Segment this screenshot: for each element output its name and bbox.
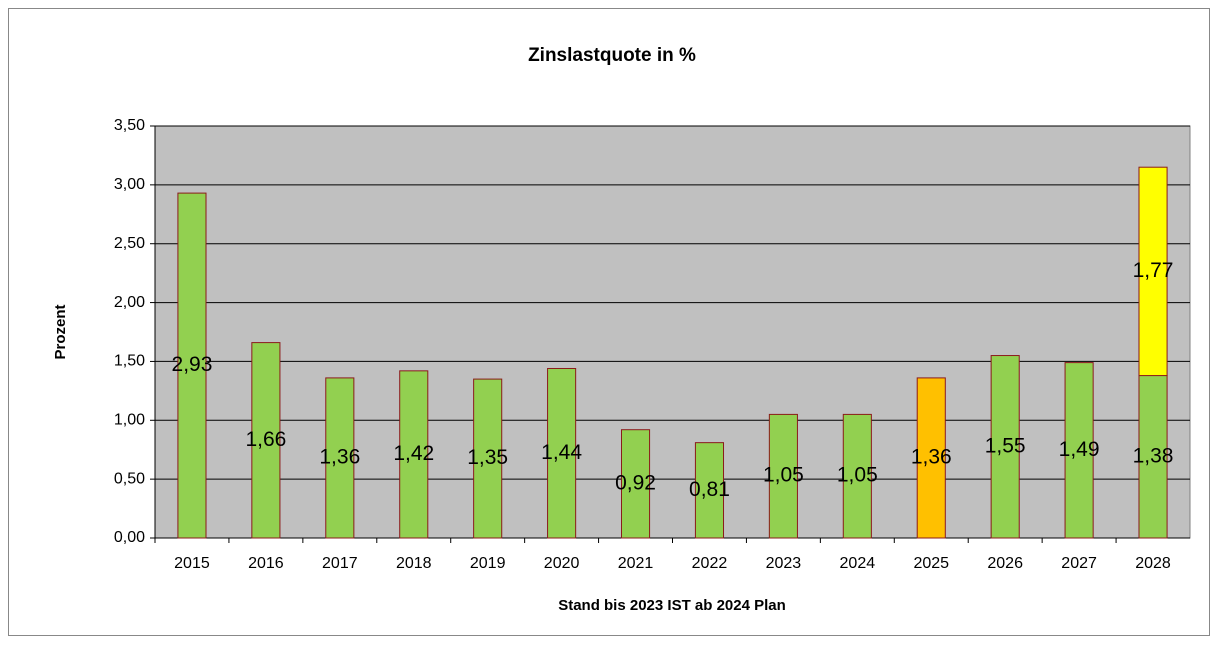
data-label: 1,42 xyxy=(393,442,434,465)
x-tick-label: 2028 xyxy=(1135,555,1171,572)
y-tick-label: 0,00 xyxy=(114,529,145,546)
y-tick-label: 2,00 xyxy=(114,294,145,311)
bar xyxy=(473,378,503,539)
bar xyxy=(547,367,577,539)
x-axis-title: Stand bis 2023 IST ab 2024 Plan xyxy=(558,597,786,614)
x-tick-label: 2024 xyxy=(840,555,876,572)
data-label: 1,36 xyxy=(319,446,360,469)
x-tick-label: 2017 xyxy=(322,555,358,572)
bar xyxy=(325,377,355,539)
bar xyxy=(251,342,281,539)
x-tick-label: 2023 xyxy=(766,555,802,572)
x-tick-label: 2027 xyxy=(1061,555,1097,572)
x-tick-label: 2022 xyxy=(692,555,728,572)
x-tick-label: 2018 xyxy=(396,555,432,572)
data-label: 1,55 xyxy=(985,434,1026,457)
x-tick-label: 2026 xyxy=(987,555,1023,572)
x-tick-label: 2020 xyxy=(544,555,580,572)
data-label: 1,66 xyxy=(245,428,286,451)
x-tick-label: 2021 xyxy=(618,555,654,572)
y-tick-label: 1,00 xyxy=(114,412,145,429)
data-label: 0,81 xyxy=(689,478,730,501)
y-tick-label: 0,50 xyxy=(114,470,145,487)
y-tick-label: 1,50 xyxy=(114,353,145,370)
chart-title: Zinslastquote in % xyxy=(528,45,696,66)
data-label: 1,44 xyxy=(541,441,582,464)
data-label: 1,49 xyxy=(1059,438,1100,461)
y-tick-label: 2,50 xyxy=(114,235,145,252)
bar xyxy=(842,413,872,539)
bar xyxy=(177,192,207,539)
bar xyxy=(1138,375,1168,539)
bar xyxy=(916,377,946,539)
x-tick-label: 2016 xyxy=(248,555,284,572)
bar xyxy=(990,355,1020,539)
data-label: 0,92 xyxy=(615,471,656,494)
y-tick-label: 3,50 xyxy=(114,117,145,134)
bar xyxy=(399,370,429,539)
data-label: 1,05 xyxy=(837,464,878,487)
data-label: 2,93 xyxy=(172,353,213,376)
bar xyxy=(768,413,798,539)
data-label: 1,05 xyxy=(763,464,804,487)
x-tick-label: 2025 xyxy=(913,555,949,572)
bar xyxy=(694,442,725,539)
data-label: 1,77 xyxy=(1133,259,1174,282)
y-axis-title: Prozent xyxy=(52,304,69,359)
bar xyxy=(620,429,651,539)
x-tick-label: 2019 xyxy=(470,555,506,572)
bar xyxy=(1064,362,1094,539)
data-label: 1,38 xyxy=(1133,444,1174,467)
bar xyxy=(1138,166,1168,377)
x-tick-label: 2015 xyxy=(174,555,210,572)
data-label: 1,35 xyxy=(467,446,508,469)
plot-area xyxy=(154,125,1191,539)
y-tick-label: 3,00 xyxy=(114,176,145,193)
data-label: 1,36 xyxy=(911,446,952,469)
